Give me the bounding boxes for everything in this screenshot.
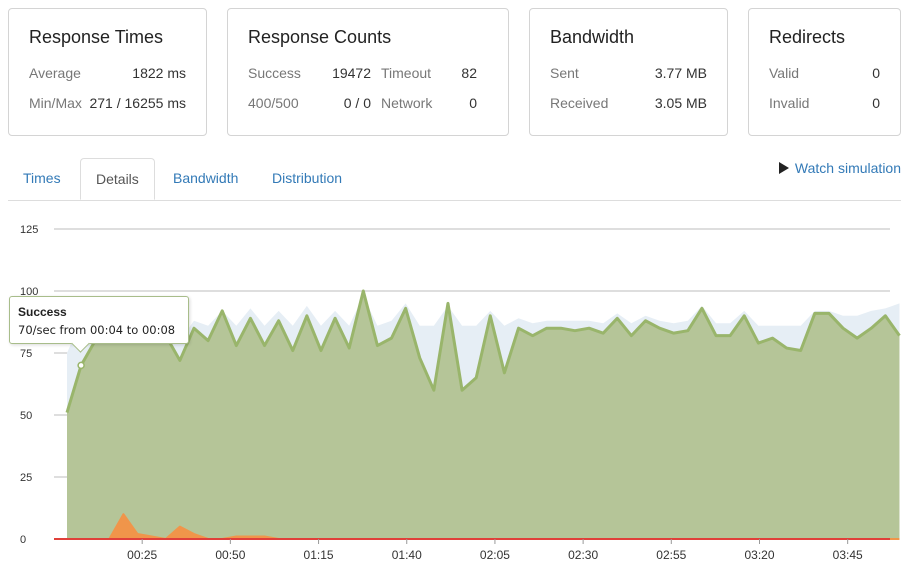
card-title: Response Counts (248, 27, 392, 47)
x-tick-label: 01:40 (392, 548, 422, 562)
y-tick-label: 25 (20, 472, 32, 484)
card-title: Response Times (29, 27, 164, 47)
network-value: 0 (469, 95, 477, 111)
chart-tooltip: Success 70/sec from 00:04 to 00:08 (9, 296, 189, 353)
valid-value: 0 (872, 65, 880, 81)
average-label: Average (29, 65, 81, 81)
sent-label: Sent (550, 65, 579, 81)
tab-distribution[interactable]: Distribution (272, 170, 343, 186)
x-tick-label: 02:30 (568, 548, 598, 562)
play-icon (778, 162, 789, 174)
received-label: Received (550, 95, 609, 111)
card-title: Bandwidth (550, 27, 635, 47)
success-value: 19472 (332, 65, 371, 81)
x-tick-label: 03:20 (744, 548, 774, 562)
x-tick-label: 01:15 (304, 548, 334, 562)
errors-label: 400/500 (248, 95, 299, 111)
hover-point (77, 361, 85, 370)
x-axis-ticks: 00:25 00:50 01:15 01:40 02:05 02:30 02:55 03:20… (127, 539, 863, 562)
error-series (54, 513, 900, 540)
success-series (65, 289, 901, 539)
x-tick-label: 00:50 (215, 548, 245, 562)
tab-times[interactable]: Times (23, 170, 61, 186)
card-title: Redirects (769, 27, 846, 47)
y-tick-label: 0 (20, 534, 26, 546)
errors-value: 0 / 0 (343, 95, 371, 111)
minmax-label: Min/Max (29, 95, 82, 111)
y-axis-ticks: 0 25 50 75 100 125 (20, 224, 38, 546)
success-line (65, 289, 901, 413)
sent-value: 3.77 MB (654, 65, 707, 81)
success-area (67, 291, 900, 539)
tooltip-text: 70/sec from 00:04 to 00:08 (18, 323, 176, 337)
network-label: Network (381, 95, 433, 111)
tooltip-title: Success (18, 305, 67, 319)
y-tick-label: 125 (20, 224, 38, 236)
received-value: 3.05 MB (654, 95, 707, 111)
average-value: 1822 ms (132, 65, 186, 81)
x-tick-label: 02:05 (480, 548, 510, 562)
response-times-card: Response Times Average 1822 ms Min/Max 2… (8, 8, 207, 136)
watch-simulation-link[interactable]: Watch simulation (778, 160, 901, 176)
watch-simulation-label: Watch simulation (794, 160, 901, 176)
tab-details[interactable]: Details (80, 158, 155, 200)
minmax-value: 271 / 16255 ms (89, 95, 186, 111)
bandwidth-card: Bandwidth Sent 3.77 MB Received 3.05 MB (529, 8, 728, 136)
hover-marker (77, 361, 85, 370)
x-tick-label: 03:45 (833, 548, 863, 562)
timeout-value: 82 (461, 65, 477, 81)
response-counts-card: Response Counts Success 19472 Timeout 82… (227, 8, 509, 136)
redirects-card: Redirects Valid 0 Invalid 0 (748, 8, 901, 136)
x-tick-label: 02:55 (656, 548, 686, 562)
success-label: Success (248, 65, 301, 81)
y-tick-label: 100 (20, 286, 38, 298)
y-tick-label: 75 (20, 348, 32, 360)
timeout-label: Timeout (381, 65, 432, 81)
tab-bandwidth[interactable]: Bandwidth (173, 170, 239, 186)
y-tick-label: 50 (20, 410, 32, 422)
chart-tabs: Times Details Bandwidth Distribution (8, 158, 901, 201)
invalid-label: Invalid (769, 95, 810, 111)
valid-label: Valid (769, 65, 800, 81)
invalid-value: 0 (872, 95, 880, 111)
x-tick-label: 00:25 (127, 548, 157, 562)
